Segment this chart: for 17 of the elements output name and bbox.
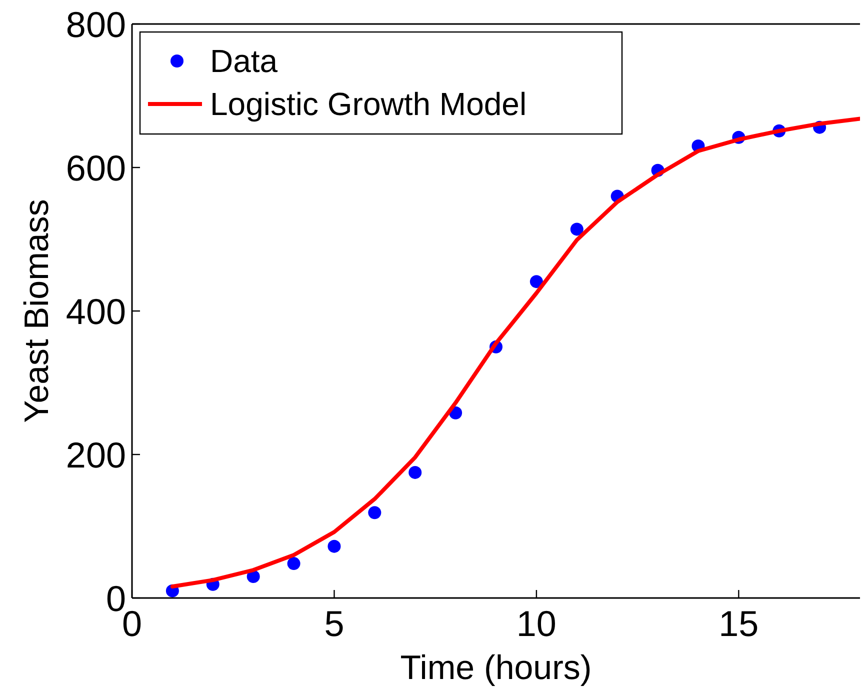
legend-label: Data [210, 43, 278, 79]
x-axis-title: Time (hours) [400, 649, 592, 687]
point [328, 540, 341, 553]
y-tick-label: 600 [66, 148, 126, 188]
x-tick-label: 5 [324, 603, 344, 644]
y-tick-label: 400 [66, 291, 126, 332]
x-tick-label: 15 [718, 603, 759, 644]
y-tick-label: 200 [66, 434, 126, 476]
point [570, 222, 584, 236]
point [408, 466, 422, 479]
point [368, 506, 382, 520]
legend-label: Logistic Growth Model [210, 86, 527, 122]
x-tick-label: 10 [516, 603, 556, 644]
y-tick-label: 800 [66, 4, 126, 45]
point [530, 275, 543, 288]
point [287, 557, 300, 570]
y-axis-title: Yeast Biomass [18, 199, 56, 423]
